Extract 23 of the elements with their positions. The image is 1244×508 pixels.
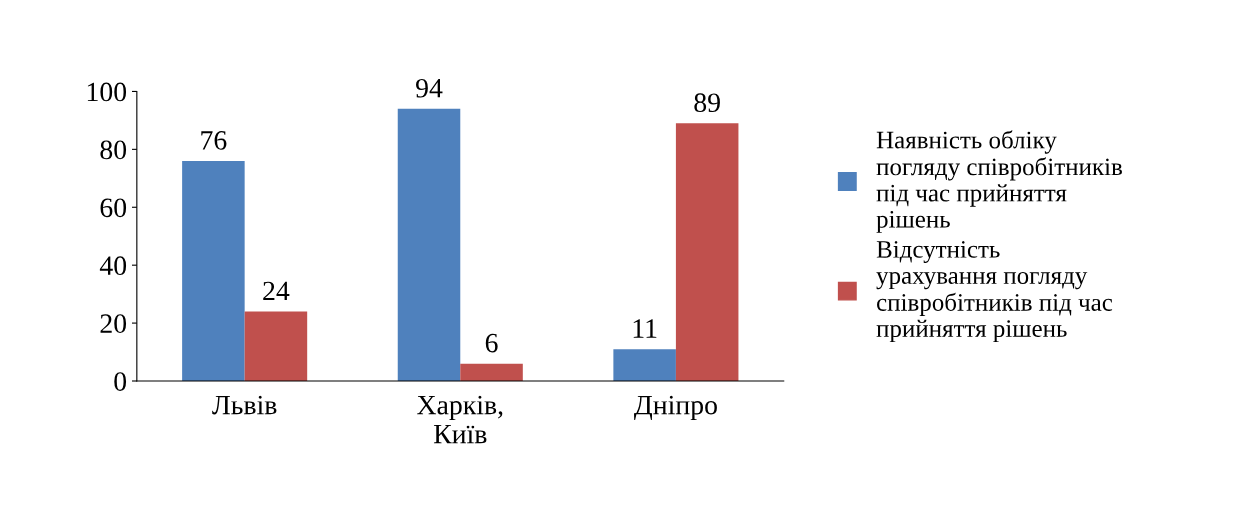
- bar: [460, 363, 523, 381]
- legend-label: Наявність обліку погляду співробітників під час прийняття рішень: [876, 130, 1122, 233]
- data-label: 11: [633, 319, 657, 338]
- data-label: 24: [263, 281, 290, 301]
- bar: [613, 349, 676, 381]
- y-tick-label: 0: [114, 372, 127, 391]
- y-tick-label: 40: [99, 256, 127, 276]
- data-label: 94: [416, 78, 443, 98]
- x-tick-label: Харків, Київ: [417, 395, 503, 444]
- bar: [397, 108, 461, 381]
- y-tick-label: 60: [100, 198, 127, 218]
- x-tick-label: Дніпро: [634, 395, 717, 421]
- legend-label: Відсутність урахування погляду співробітників під час прийняття рішень: [876, 241, 1113, 343]
- bar: [182, 160, 245, 381]
- data-label: 6: [485, 333, 498, 353]
- y-tick-label: 100: [87, 82, 127, 102]
- data-label: 89: [694, 93, 720, 113]
- data-label: 76: [201, 131, 227, 150]
- bar: [675, 123, 739, 381]
- y-tick-label: 80: [100, 140, 127, 160]
- y-tick-label: 20: [100, 314, 127, 333]
- x-tick-label: Львів: [212, 395, 277, 415]
- bar: [244, 311, 308, 381]
